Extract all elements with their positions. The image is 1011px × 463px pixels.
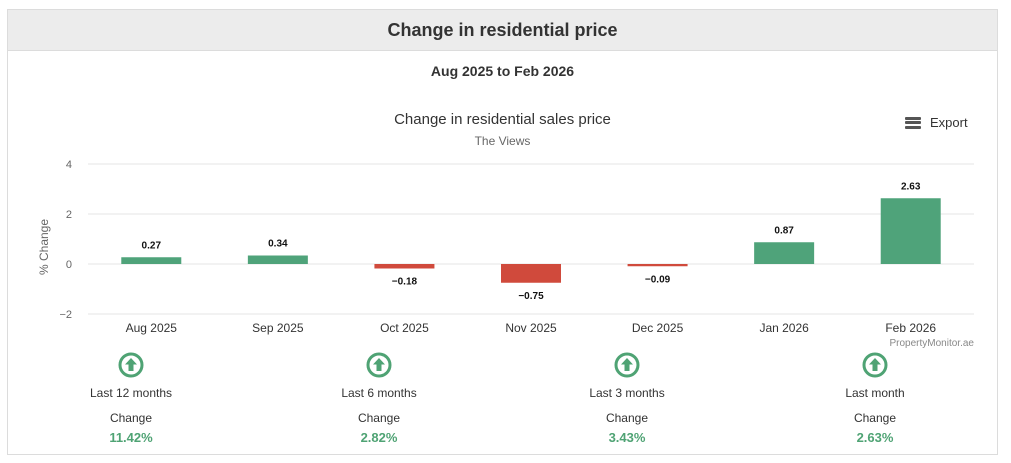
x-tick-label: Oct 2025 — [380, 321, 429, 335]
up-arrow-icon — [118, 352, 144, 378]
x-tick-label: Sep 2025 — [252, 321, 304, 335]
stat-value: 3.43% — [608, 430, 646, 445]
data-label: −0.18 — [392, 277, 418, 288]
x-tick-label: Nov 2025 — [505, 321, 557, 335]
data-label: −0.75 — [518, 291, 544, 302]
y-tick-label: 4 — [66, 159, 72, 171]
stat-period: Last 6 months — [341, 386, 417, 400]
data-label: 2.63 — [901, 181, 921, 192]
y-tick-label: −2 — [59, 309, 72, 321]
up-arrow-icon — [862, 352, 888, 378]
chart-title: Change in residential sales price — [394, 111, 611, 128]
chart-subtitle: The Views — [474, 134, 531, 148]
y-tick-label: 0 — [66, 259, 72, 271]
up-arrow-icon — [366, 352, 392, 378]
bar[interactable] — [121, 257, 182, 264]
stat-label: Change — [853, 411, 897, 425]
stat-value: 2.82% — [360, 430, 398, 445]
bar[interactable] — [247, 255, 308, 265]
x-tick-label: Jan 2026 — [759, 321, 809, 335]
bar[interactable] — [880, 198, 941, 264]
up-arrow-icon — [614, 352, 640, 378]
chart-credit[interactable]: PropertyMonitor.ae — [890, 338, 975, 349]
stat-label: Change — [605, 411, 649, 425]
stat-period: Last 3 months — [589, 386, 665, 400]
price-change-card: Change in residential price Aug 2025 to … — [7, 9, 998, 455]
stat-last-3-months: Last 3 months Change 3.43% — [547, 352, 707, 448]
export-button[interactable]: Export — [905, 115, 968, 130]
stat-value: 11.42% — [109, 430, 153, 445]
data-label: −0.09 — [645, 274, 671, 285]
stat-period: Last month — [845, 386, 905, 400]
stat-last-12-months: Last 12 months Change 11.42% — [51, 352, 211, 448]
x-tick-label: Aug 2025 — [126, 321, 178, 335]
x-tick-label: Dec 2025 — [632, 321, 684, 335]
card-title: Change in residential price — [8, 10, 997, 51]
y-axis-title: % Change — [37, 219, 51, 275]
stat-period: Last 12 months — [89, 386, 173, 400]
data-label: 0.87 — [774, 225, 794, 236]
bar[interactable] — [754, 242, 815, 264]
stat-last-6-months: Last 6 months Change 2.82% — [299, 352, 459, 448]
bar[interactable] — [627, 264, 688, 267]
data-label: 0.27 — [142, 240, 162, 251]
menu-icon — [905, 116, 921, 129]
date-range: Aug 2025 to Feb 2026 — [430, 63, 575, 79]
export-label: Export — [930, 115, 968, 130]
stat-value: 2.63% — [856, 430, 894, 445]
stat-label: Change — [109, 411, 153, 425]
bar[interactable] — [374, 264, 435, 269]
bar-chart: 4 2 0 −2 Aug 2025 0.27 Sep 2025 0.34 Oct 2025 −0… — [37, 159, 975, 349]
y-tick-label: 2 — [66, 209, 72, 221]
data-label: 0.34 — [268, 239, 288, 250]
stat-last-month: Last month Change 2.63% — [795, 352, 955, 448]
x-tick-label: Feb 2026 — [885, 321, 936, 335]
bar[interactable] — [501, 264, 561, 283]
stat-label: Change — [357, 411, 401, 425]
